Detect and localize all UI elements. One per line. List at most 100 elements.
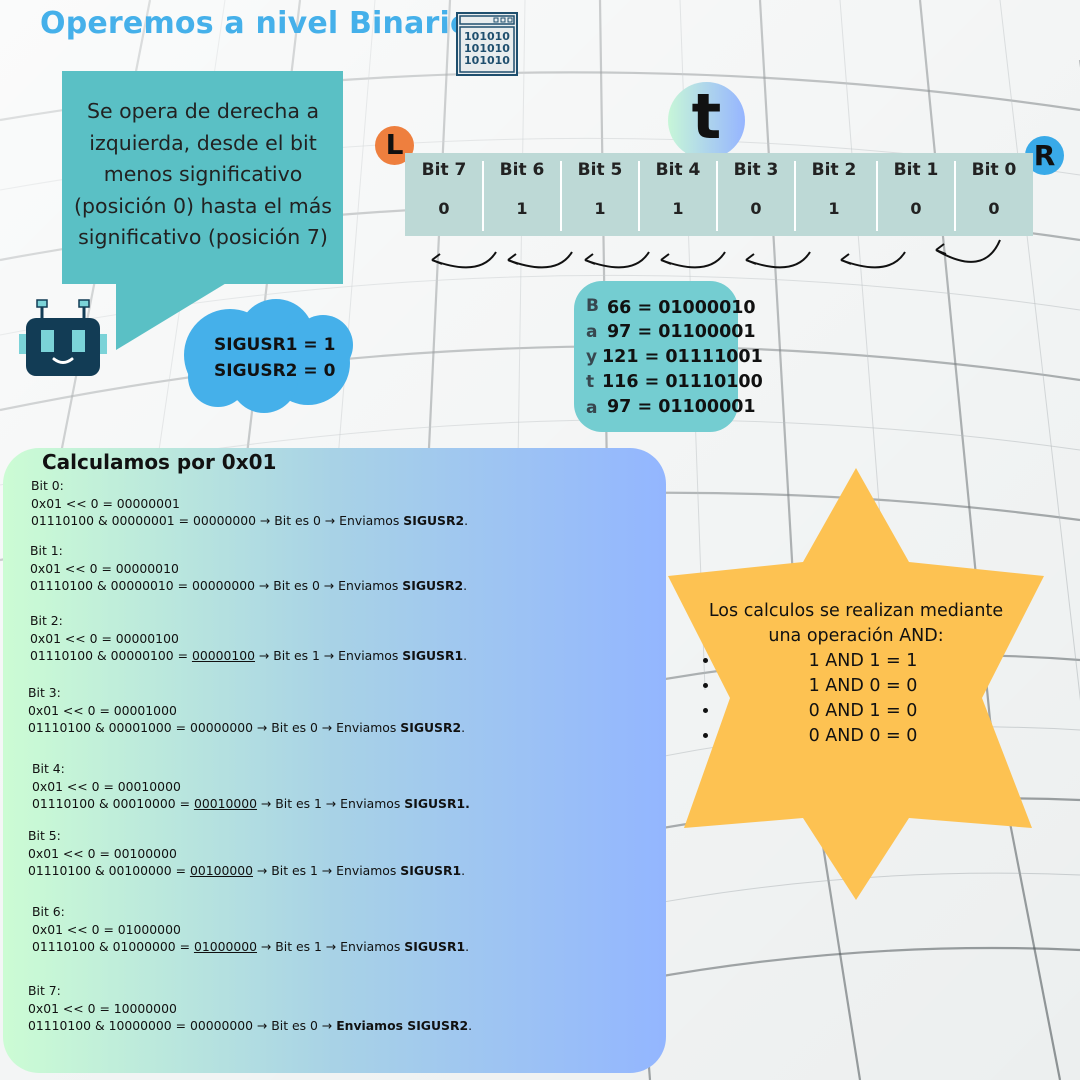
bit-calc-result: 00100000 xyxy=(189,863,254,878)
cloud-shape xyxy=(184,299,353,413)
bit-calc-end: . xyxy=(461,863,466,878)
and-rule-item: 1 AND 1 = 1 xyxy=(720,649,1006,674)
speech-bubble xyxy=(62,71,343,284)
bit-calc-label: Bit 4: xyxy=(32,761,65,776)
bubble-line: (posición 0) hasta el más xyxy=(74,193,332,218)
bit-calc-mid: → Bit es 0 → xyxy=(253,1018,337,1033)
and-rule-item: 0 AND 1 = 0 xyxy=(720,699,1006,724)
bit-calc-shift: 0x01 << 0 = 00010000 xyxy=(32,778,181,794)
bit-divider xyxy=(876,161,878,231)
bubble-line: significativo (posición 7) xyxy=(78,225,328,249)
bit-calc-signal: SIGUSR1 xyxy=(404,939,466,954)
bay-letter: a xyxy=(586,398,598,418)
bit-calc-shift: 0x01 << 0 = 01000000 xyxy=(32,921,181,937)
robot-icon xyxy=(19,299,107,376)
bit-calc-op: 01110100 & 00010000 = xyxy=(32,796,194,811)
bit-calc-op-line: 01110100 & 00000001 = 00000000 → Bit es … xyxy=(31,512,468,530)
bit-calc-block: Bit 4: 0x01 << 0 = 00010000 01110100 & 0… xyxy=(32,760,470,813)
bit-calc-label: Bit 6: xyxy=(32,904,65,919)
cloud-text: SIGUSR1 = 1 SIGUSR2 = 0 xyxy=(214,332,335,384)
curved-arrow-icon xyxy=(745,251,811,269)
ascii-line: 116 = 01110100 xyxy=(602,372,763,392)
bit-calc-op-line: 01110100 & 00000010 = 00000000 → Bit es … xyxy=(30,577,467,595)
bit-calc-mid: → Bit es 1 → Enviamos xyxy=(253,863,401,878)
bit-calc-shift: 0x01 << 0 = 10000000 xyxy=(28,1000,177,1016)
speech-bubble-text: Se opera de derecha a izquierda, desde e… xyxy=(70,96,336,254)
ascii-line: 121 = 01111001 xyxy=(602,347,763,367)
bit-calc-result: 00000000 xyxy=(192,513,257,528)
bit-header: Bit 0 xyxy=(971,160,1017,180)
bit-calc-mid: → Bit es 0 → Enviamos xyxy=(253,720,401,735)
bit-calc-op: 01110100 & 00000001 = xyxy=(31,513,193,528)
letter-t-badge: t xyxy=(668,82,745,159)
bit-calc-signal: SIGUSR2 xyxy=(402,578,464,593)
bit-column: Bit 0 0 xyxy=(955,153,1033,236)
bit-value: 1 xyxy=(672,199,684,218)
bit-divider xyxy=(560,161,562,231)
bit-calc-shift: 0x01 << 0 = 00000001 xyxy=(31,495,180,511)
bit-calc-label: Bit 2: xyxy=(30,613,63,628)
bit-calc-op: 01110100 & 00000010 = xyxy=(30,578,192,593)
and-explanation: Los calculos se realizan mediante una op… xyxy=(706,599,1006,749)
bit-header: Bit 6 xyxy=(499,160,545,180)
bay-letter: a xyxy=(586,322,598,342)
sigusr1-value: SIGUSR1 = 1 xyxy=(214,335,336,355)
bit-value: 0 xyxy=(750,199,762,218)
and-intro-line: una operación AND: xyxy=(768,626,944,646)
and-rule-item: 0 AND 0 = 0 xyxy=(720,724,1006,749)
bit-calc-end: . xyxy=(461,720,466,735)
bit-calc-signal: Enviamos SIGUSR2 xyxy=(336,1018,469,1033)
bay-letter: y xyxy=(586,347,598,367)
bubble-line: izquierda, desde el bit xyxy=(89,130,317,155)
bit-calc-mid: → Bit es 1 → Enviamos xyxy=(255,648,403,663)
direction-arrows xyxy=(431,239,1001,269)
bit-calc-block: Bit 6: 0x01 << 0 = 01000000 01110100 & 0… xyxy=(32,903,469,956)
bay-letter: t xyxy=(586,372,595,392)
bit-column: Bit 6 1 xyxy=(483,153,561,236)
bit-calc-signal: SIGUSR1 xyxy=(402,648,464,663)
curved-arrow-icon xyxy=(935,239,1001,263)
bit-column: Bit 1 0 xyxy=(877,153,955,236)
bit-divider xyxy=(482,161,484,231)
bit-calc-op-line: 01110100 & 00010000 = 00010000 → Bit es … xyxy=(32,795,470,813)
and-intro-line: Los calculos se realizan mediante xyxy=(708,601,1004,621)
bit-header: Bit 1 xyxy=(893,160,939,180)
bit-calc-mid: → Bit es 0 → Enviamos xyxy=(255,578,403,593)
bit-calc-block: Bit 5: 0x01 << 0 = 00100000 01110100 & 0… xyxy=(28,827,465,880)
binary-window-icon: 101010 101010 101010 xyxy=(456,12,518,76)
bit-calc-label: Bit 7: xyxy=(28,983,61,998)
curved-arrow-icon xyxy=(507,251,573,269)
and-rule-item: 1 AND 0 = 0 xyxy=(720,674,1006,699)
bit-calc-label: Bit 1: xyxy=(30,543,63,558)
bit-value: 1 xyxy=(828,199,840,218)
bit-header: Bit 5 xyxy=(577,160,623,180)
bit-calc-op-line: 01110100 & 01000000 = 01000000 → Bit es … xyxy=(32,938,469,956)
bit-calc-op: 01110100 & 00000100 = xyxy=(30,648,192,663)
calculation-panel xyxy=(3,448,666,1073)
bit-calc-end: . xyxy=(465,939,470,954)
ascii-line: 97 = 01100001 xyxy=(607,397,756,417)
bit-calc-block: Bit 0: 0x01 << 0 = 00000001 01110100 & 0… xyxy=(31,477,468,530)
ascii-line: 97 = 01100001 xyxy=(607,322,756,342)
bit-calc-block: Bit 3: 0x01 << 0 = 00001000 01110100 & 0… xyxy=(28,684,465,737)
svg-text:101010: 101010 xyxy=(464,30,510,43)
bit-calc-signal: SIGUSR2 xyxy=(403,513,465,528)
sigusr2-value: SIGUSR2 = 0 xyxy=(214,361,336,381)
ascii-line: 66 = 01000010 xyxy=(607,298,756,318)
bit-calc-end: . xyxy=(463,648,468,663)
bit-table: Bit 7 0 Bit 6 1 Bit 5 1 Bit 4 1 Bit 3 0 … xyxy=(405,153,1033,236)
bit-calc-result: 00000000 xyxy=(189,720,254,735)
bit-calc-shift: 0x01 << 0 = 00000100 xyxy=(30,630,179,646)
bit-calc-result: 01000000 xyxy=(193,939,258,954)
bit-calc-block: Bit 2: 0x01 << 0 = 00000100 01110100 & 0… xyxy=(30,612,467,665)
bit-header: Bit 7 xyxy=(421,160,467,180)
bit-calc-shift: 0x01 << 0 = 00100000 xyxy=(28,845,177,861)
bay-letter: B xyxy=(586,296,599,316)
bit-value: 0 xyxy=(438,199,450,218)
bit-column: Bit 2 1 xyxy=(795,153,873,236)
bit-calc-label: Bit 5: xyxy=(28,828,61,843)
curved-arrow-icon xyxy=(431,251,497,269)
page-title: Operemos a nivel Binario xyxy=(40,6,471,41)
star-shape xyxy=(668,468,1044,900)
bit-calc-result: 00000100 xyxy=(191,648,256,663)
